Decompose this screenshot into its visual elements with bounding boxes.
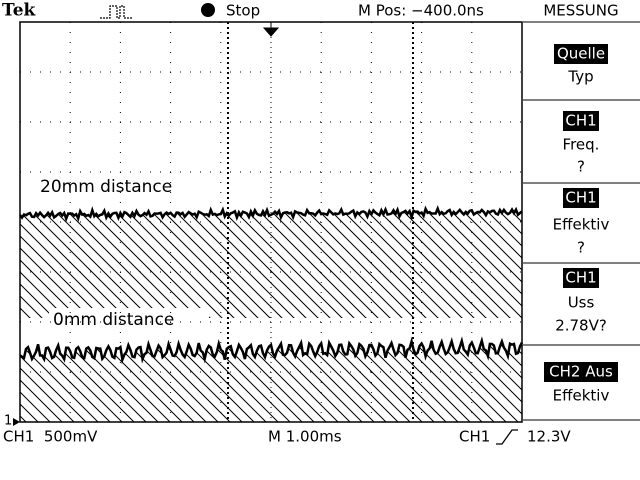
hatched-area: [20, 208, 522, 318]
menu-item[interactable]: ?: [577, 239, 585, 257]
menu-title: MESSUNG: [543, 2, 618, 20]
run-state: Stop: [226, 2, 260, 20]
menu-highlight: [554, 44, 608, 64]
position: M Pos: −400.0ns: [358, 2, 484, 20]
menu-highlight: [563, 188, 599, 208]
side-menu: [523, 21, 640, 421]
menu-highlight: [544, 362, 618, 382]
channel-marker: 1: [4, 414, 12, 429]
annotation: 20mm distance: [40, 177, 172, 197]
brand: Tek: [2, 1, 37, 21]
waveform-area: [13, 21, 524, 426]
ground-marker: [13, 418, 20, 426]
menu-highlight: [563, 268, 599, 288]
menu-item[interactable]: 2.78V?: [555, 317, 607, 335]
stop-icon: [201, 3, 215, 17]
menu-item[interactable]: CH1: [565, 189, 596, 207]
label-bg: [36, 175, 206, 199]
timebase: M 1.00ms: [268, 428, 342, 446]
menu-item[interactable]: Typ: [567, 68, 593, 86]
menu-item[interactable]: CH2 Aus: [549, 363, 613, 381]
label-bg: [49, 308, 209, 332]
menu-item[interactable]: Quelle: [557, 45, 605, 63]
menu-item[interactable]: Effektiv: [553, 216, 610, 234]
annotation: 0mm distance: [53, 310, 174, 330]
trace: [19, 205, 523, 223]
hatched-area: [20, 340, 522, 422]
menu-item[interactable]: ?: [577, 158, 585, 176]
ch1-scale: CH1 500mV: [3, 428, 98, 446]
menu-item[interactable]: Effektiv: [553, 387, 610, 405]
trigger-marker: [262, 22, 280, 37]
acq-icon: [100, 5, 132, 19]
menu-item[interactable]: CH1: [565, 112, 596, 130]
menu-item[interactable]: Uss: [568, 294, 595, 312]
trigger-slope: [496, 429, 518, 445]
trace: [19, 336, 524, 365]
trigger-level: 12.3V: [527, 428, 571, 446]
menu-highlight: [563, 111, 599, 131]
trigger-source: CH1: [459, 428, 490, 446]
menu-item[interactable]: CH1: [565, 269, 596, 287]
menu-item[interactable]: Freq.: [563, 136, 600, 154]
